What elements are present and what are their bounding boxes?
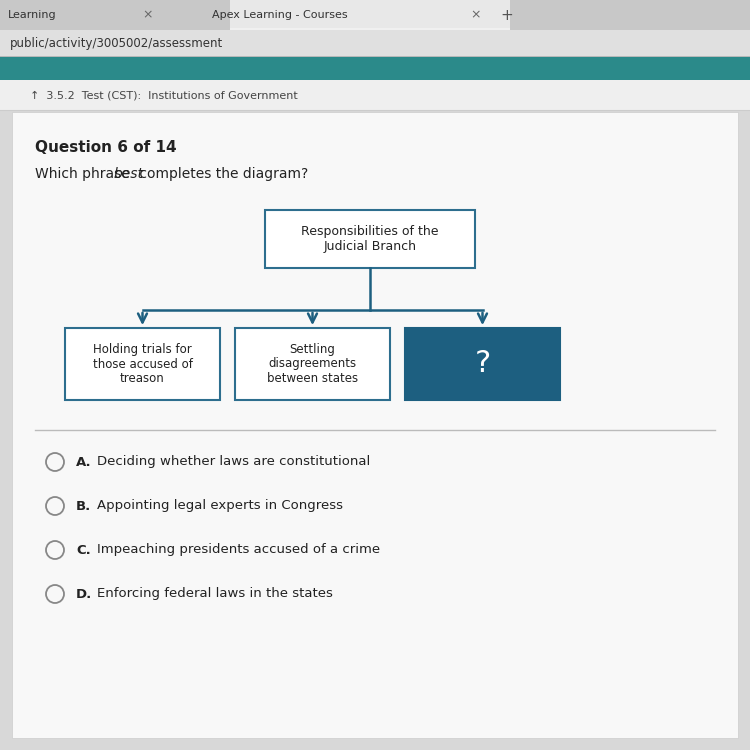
Bar bbox=[0, 80, 750, 110]
Text: Appointing legal experts in Congress: Appointing legal experts in Congress bbox=[97, 500, 343, 512]
Bar bbox=[405, 328, 560, 400]
Bar bbox=[230, 28, 510, 30]
Text: D.: D. bbox=[76, 587, 92, 601]
Text: ?: ? bbox=[474, 350, 490, 379]
Text: Question 6 of 14: Question 6 of 14 bbox=[35, 140, 177, 155]
Text: Learning: Learning bbox=[8, 10, 57, 20]
Text: ↑  3.5.2  Test (CST):  Institutions of Government: ↑ 3.5.2 Test (CST): Institutions of Gove… bbox=[30, 90, 298, 100]
Text: Settling
disagreements
between states: Settling disagreements between states bbox=[267, 343, 358, 386]
Text: +: + bbox=[500, 8, 513, 22]
Text: C.: C. bbox=[76, 544, 91, 556]
Text: Apex Learning - Courses: Apex Learning - Courses bbox=[212, 10, 348, 20]
Text: B.: B. bbox=[76, 500, 92, 512]
Bar bbox=[0, 30, 750, 56]
Text: ×: × bbox=[142, 8, 153, 22]
Text: public/activity/3005002/assessment: public/activity/3005002/assessment bbox=[10, 37, 223, 50]
Bar bbox=[65, 328, 220, 400]
Text: Deciding whether laws are constitutional: Deciding whether laws are constitutional bbox=[97, 455, 370, 469]
Bar bbox=[0, 0, 750, 30]
Text: Impeaching presidents accused of a crime: Impeaching presidents accused of a crime bbox=[97, 544, 380, 556]
Text: Which phrase: Which phrase bbox=[35, 167, 134, 181]
Text: completes the diagram?: completes the diagram? bbox=[135, 167, 308, 181]
Bar bbox=[265, 210, 475, 268]
Text: A.: A. bbox=[76, 455, 92, 469]
Bar bbox=[12, 112, 738, 738]
Text: Enforcing federal laws in the states: Enforcing federal laws in the states bbox=[97, 587, 333, 601]
Bar bbox=[235, 328, 390, 400]
Text: Holding trials for
those accused of
treason: Holding trials for those accused of trea… bbox=[92, 343, 193, 386]
Bar bbox=[230, 0, 510, 30]
Text: ×: × bbox=[471, 8, 482, 22]
Text: best: best bbox=[113, 167, 143, 181]
Bar bbox=[0, 80, 750, 750]
Text: Responsibilities of the
Judicial Branch: Responsibilities of the Judicial Branch bbox=[302, 225, 439, 253]
Bar bbox=[0, 56, 750, 80]
